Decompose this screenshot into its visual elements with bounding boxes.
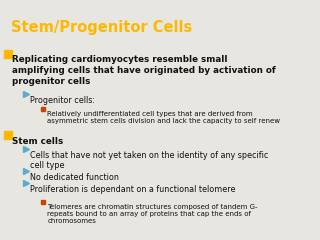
Text: Stem cells: Stem cells [12, 137, 63, 146]
Text: Cells that have not yet taken on the identity of any specific
cell type: Cells that have not yet taken on the ide… [30, 151, 269, 170]
Text: Replicating cardiomyocytes resemble small
amplifying cells that have originated : Replicating cardiomyocytes resemble smal… [12, 55, 276, 86]
Text: No dedicated function: No dedicated function [30, 173, 119, 182]
Text: Relatively undifferentiated cell types that are derived from
asymmetric stem cel: Relatively undifferentiated cell types t… [47, 111, 280, 124]
Text: Proliferation is dependant on a functional telomere: Proliferation is dependant on a function… [30, 185, 236, 194]
Text: Progenitor cells:: Progenitor cells: [30, 96, 95, 105]
Text: Stem/Progenitor Cells: Stem/Progenitor Cells [11, 20, 192, 35]
Text: Telomeres are chromatin structures composed of tandem G-
repeats bound to an arr: Telomeres are chromatin structures compo… [47, 204, 258, 224]
